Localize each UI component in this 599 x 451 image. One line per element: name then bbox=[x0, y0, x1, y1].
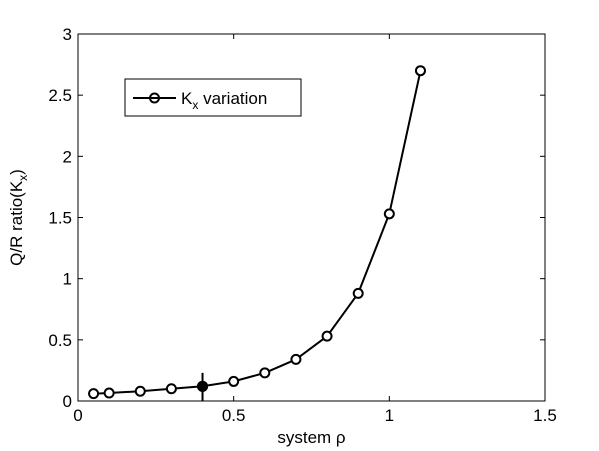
data-point bbox=[228, 375, 240, 387]
plot-frame bbox=[77, 33, 546, 402]
x-tick-label: 0 bbox=[73, 406, 82, 425]
data-point bbox=[88, 388, 100, 400]
y-tick-label: 0.5 bbox=[48, 331, 72, 350]
y-axis-title-close: ) bbox=[7, 169, 26, 175]
y-tick-label: 3 bbox=[63, 25, 72, 44]
x-axis-title: system ρ bbox=[277, 428, 345, 447]
y-tick-label: 2 bbox=[63, 147, 72, 166]
y-tick-label: 1.5 bbox=[48, 209, 72, 228]
data-point bbox=[134, 385, 146, 397]
data-point bbox=[414, 65, 426, 77]
y-axis-title-main: Q/R ratio(K bbox=[7, 180, 26, 266]
legend-label-rest: variation bbox=[198, 89, 267, 108]
legend-marker bbox=[149, 92, 160, 104]
legend-label: Kx variation bbox=[181, 89, 267, 112]
x-tick-label: 0.5 bbox=[222, 406, 246, 425]
y-tick-label: 1 bbox=[63, 270, 72, 289]
x-tick-label: 1 bbox=[385, 406, 394, 425]
highlight-point bbox=[197, 380, 209, 392]
x-tick-label: 1.5 bbox=[533, 406, 557, 425]
data-point bbox=[259, 367, 271, 379]
highlight-layer bbox=[197, 372, 209, 401]
data-point bbox=[383, 208, 395, 220]
y-axis-title: Q/R ratio(Kx) bbox=[7, 169, 30, 266]
data-point bbox=[352, 287, 364, 299]
legend-label-sub: x bbox=[192, 98, 198, 112]
y-tick-label: 0 bbox=[63, 392, 72, 411]
data-point bbox=[103, 387, 115, 399]
data-point bbox=[290, 353, 302, 365]
data-point bbox=[321, 330, 333, 342]
legend-label-main: K bbox=[181, 89, 193, 108]
y-tick-label: 2.5 bbox=[48, 86, 72, 105]
legend: Kx variation bbox=[124, 78, 302, 117]
data-point bbox=[165, 383, 177, 395]
y-axis-title-sub: x bbox=[16, 175, 30, 181]
